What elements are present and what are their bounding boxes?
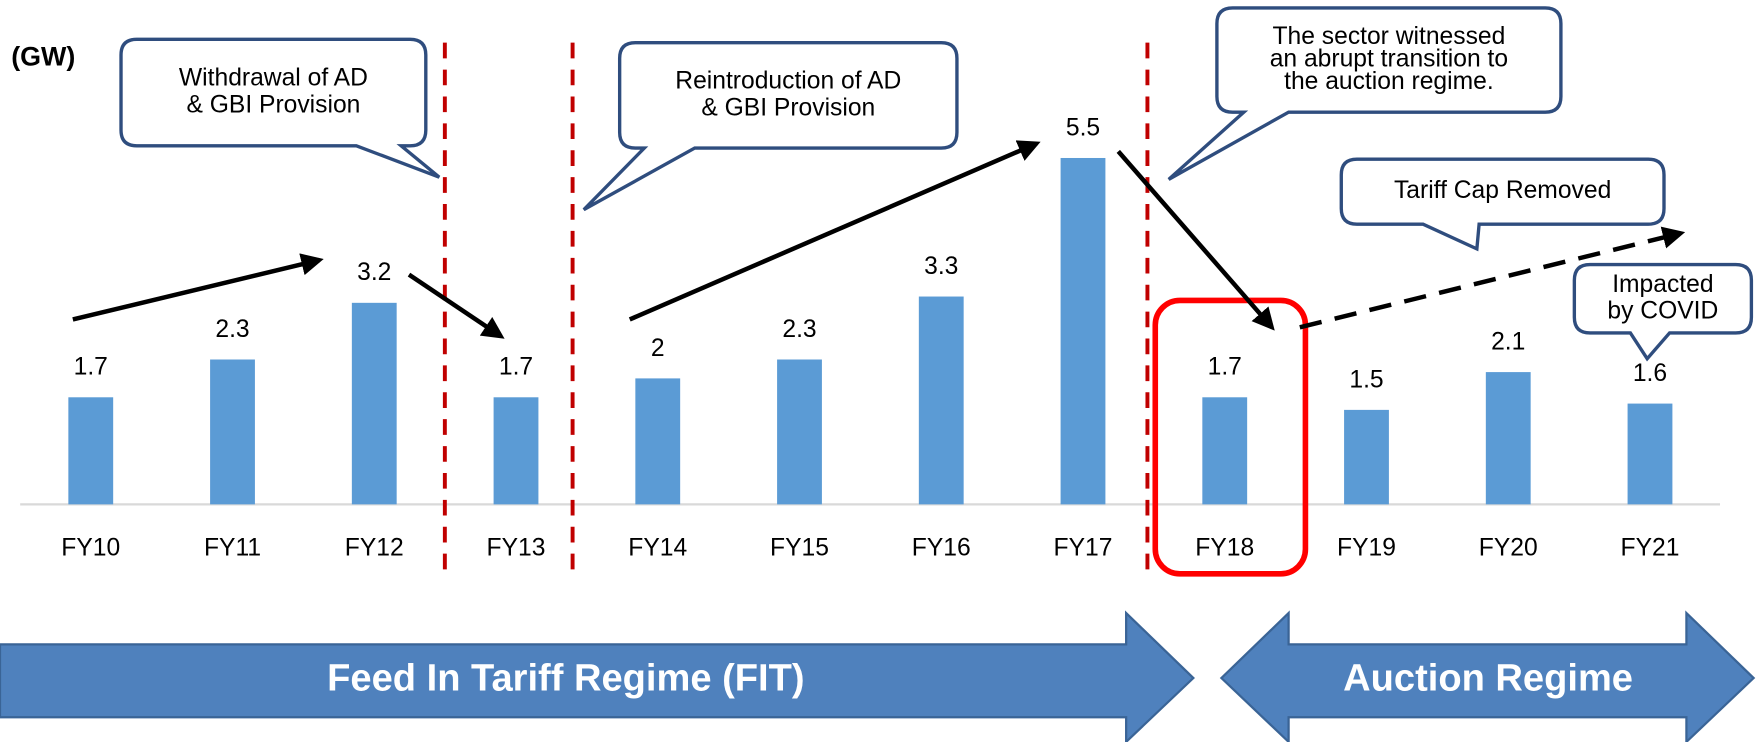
bar [1202, 397, 1248, 505]
x-tick-label: FY12 [345, 535, 404, 562]
x-tick-label: FY17 [1054, 535, 1113, 562]
callout [119, 37, 441, 179]
unit-label: (GW) [11, 41, 75, 71]
x-tick-label: FY10 [61, 535, 120, 562]
bar [1485, 372, 1531, 505]
value-label: 1.7 [74, 354, 108, 381]
callout [1339, 157, 1666, 252]
value-label: 1.5 [1349, 366, 1383, 393]
x-tick-label: FY11 [204, 535, 261, 562]
callout-text: Withdrawal of AD [179, 65, 368, 92]
regime-label: Auction Regime [1343, 657, 1633, 699]
value-label: 1.6 [1633, 360, 1667, 387]
callout-text: Tariff Cap Removed [1394, 177, 1611, 204]
bar [210, 359, 255, 505]
bar [351, 302, 397, 505]
callout-text: Reintroduction of AD [675, 67, 901, 94]
value-label: 2.3 [215, 316, 249, 343]
value-label: 5.5 [1066, 114, 1100, 141]
bar [777, 359, 822, 505]
callout-text: The sector witnessed [1272, 23, 1505, 50]
x-tick-label: FY14 [628, 535, 687, 562]
bar [1344, 409, 1389, 505]
bar [635, 378, 681, 505]
value-label: 2.1 [1491, 328, 1525, 355]
x-tick-label: FY16 [912, 535, 971, 562]
bar [493, 397, 539, 505]
value-label: 2 [651, 335, 665, 362]
x-tick-label: FY13 [487, 535, 546, 562]
callout [1572, 262, 1754, 362]
callout-text: the auction regime. [1284, 68, 1494, 95]
value-label: 1.7 [1208, 354, 1242, 381]
bar [68, 397, 114, 505]
fit-arrow [0, 610, 1195, 742]
callout [582, 41, 959, 212]
bar [918, 296, 964, 505]
bar [1627, 403, 1673, 505]
value-label: 2.3 [782, 316, 816, 343]
value-label: 1.7 [499, 354, 533, 381]
x-tick-label: FY21 [1621, 535, 1680, 562]
x-tick-label: FY20 [1479, 535, 1538, 562]
value-label: 3.2 [357, 259, 391, 286]
highlight-box [1152, 297, 1309, 577]
x-tick-label: FY19 [1337, 535, 1396, 562]
x-tick-label: FY18 [1195, 535, 1254, 562]
callout [1167, 6, 1563, 181]
x-tick-label: FY15 [770, 535, 829, 562]
value-label: 3.3 [924, 253, 958, 280]
callout-text: by COVID [1607, 298, 1718, 325]
trend-arrows [72, 140, 1686, 339]
callout-text: an abrupt transition to [1270, 46, 1508, 73]
callout-text: & GBI Provision [701, 94, 875, 121]
bar [1060, 157, 1106, 505]
callout-text: & GBI Provision [186, 92, 360, 119]
regime-dividers [442, 42, 1150, 581]
auction-arrow [1219, 610, 1756, 742]
regime-label: Feed In Tariff Regime (FIT) [327, 657, 804, 699]
callout-text: Impacted [1612, 271, 1713, 298]
